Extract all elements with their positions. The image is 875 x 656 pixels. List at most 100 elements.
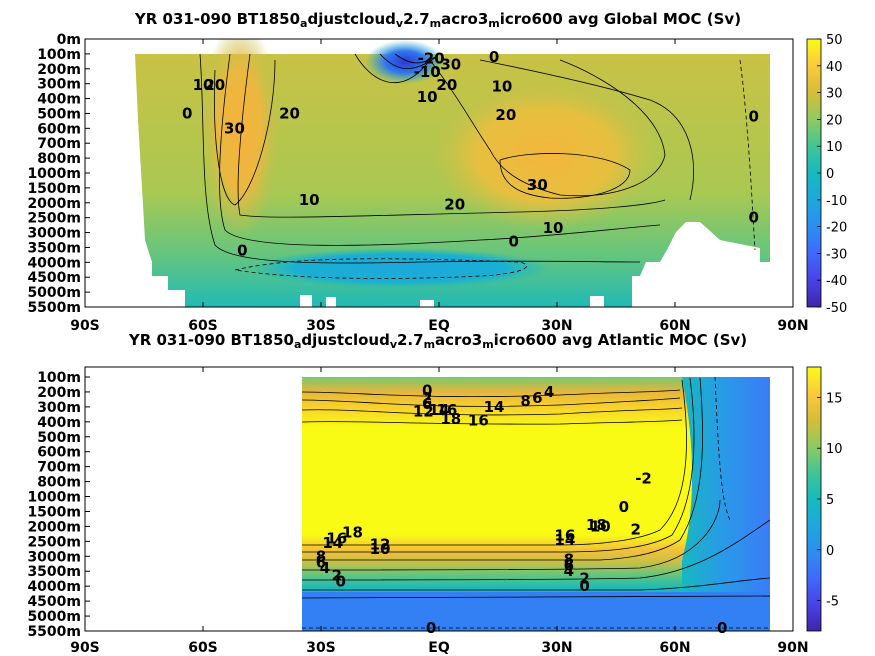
global-contour-label: 0 — [237, 241, 247, 259]
title-segment: acro3 — [441, 10, 488, 28]
atlantic-contour-label: 0 — [579, 577, 589, 595]
global-y-tick-label: 3500m — [27, 240, 81, 256]
global-contour-label: 10 — [491, 78, 512, 96]
atlantic-contour-label: 16 — [436, 401, 457, 419]
atlantic-y-tick-label: 500m — [37, 430, 81, 446]
global-topography-gap — [420, 300, 434, 307]
atlantic-contour-label: 12 — [370, 535, 391, 553]
atlantic-y-tick-label: 5000m — [27, 609, 81, 625]
atlantic-y-tick-label: 200m — [37, 385, 81, 401]
atlantic-moc-plot — [85, 367, 793, 631]
atlantic-y-tick-label: 600m — [37, 445, 81, 461]
atlantic-deep-cell — [302, 592, 770, 631]
global-contour-label: 20 — [436, 76, 457, 94]
atlantic-contour-label: 18 — [342, 523, 363, 541]
global-x-tick-label: 30N — [541, 318, 572, 334]
global-subtropical-cell — [430, 80, 660, 230]
atlantic-contour-label: 2 — [579, 570, 589, 588]
atlantic-y-tick-label: 400m — [37, 415, 81, 431]
atlantic-y-tick-label: 4000m — [27, 579, 81, 595]
title-segment: djustcloud — [307, 10, 395, 28]
global-y-tick-label: 100m — [37, 47, 81, 63]
title-segment: 2.7 — [403, 10, 430, 28]
global-contour-label: 0 — [748, 209, 758, 227]
atlantic-contour-label: 6 — [532, 389, 542, 407]
global-y-tick-label: 4000m — [27, 255, 81, 271]
atlantic-y-tick-label: 2000m — [27, 519, 81, 535]
title-segment: YR 031-090 BT1850 — [128, 331, 294, 349]
global-contour-label: -10 — [414, 63, 441, 81]
atlantic-contour-label: 16 — [468, 411, 489, 429]
global-contour-label: 10 — [299, 191, 320, 209]
global-y-tick-label: 3000m — [27, 226, 81, 242]
atlantic-contour-label: 0 — [422, 381, 432, 399]
atlantic-contour-label: 0 — [426, 619, 436, 637]
global-y-tick-label: 1500m — [27, 181, 81, 197]
atlantic-contour-label: 8 — [520, 392, 530, 410]
atlantic-x-ticks: 90S 60S 30S EQ 30N 60N 90N — [70, 367, 809, 656]
atlantic-y-tick-label: 100m — [37, 370, 81, 386]
title-segment: 2.7 — [397, 331, 424, 349]
atlantic-contour-label: 8 — [316, 547, 326, 565]
title-segment: m — [488, 17, 499, 30]
title-segment: m — [430, 17, 441, 30]
global-y-tick-label: 600m — [37, 121, 81, 137]
atlantic-y-tick-label: 3500m — [27, 564, 81, 580]
atlantic-contour-label: 8 — [564, 550, 574, 568]
global-contour-label: 10 — [193, 76, 214, 94]
global-x-ticks: 90S 60S 30S EQ 30N 60N 90N — [70, 39, 809, 334]
global-y-tick-label: 4500m — [27, 270, 81, 286]
atlantic-contour-label: 18 — [440, 410, 461, 428]
global-topography-gap — [590, 296, 604, 307]
atlantic-y-tick-label: 1000m — [27, 490, 81, 506]
global-moc-plot — [85, 39, 793, 307]
atlantic-moc-title: YR 031-090 BT1850adjustcloudv2.7macro3mi… — [128, 331, 747, 351]
atlantic-contour-label: 2 — [422, 389, 432, 407]
atlantic-north-basin — [682, 377, 770, 631]
global-deep-cell — [250, 248, 550, 288]
atlantic-contour-label: -2 — [635, 470, 652, 488]
global-x-tick-label: 30S — [306, 318, 336, 334]
global-contour-label: 0 — [489, 48, 499, 66]
global-contour-label: 20 — [495, 106, 516, 124]
atlantic-contour-label: 14 — [429, 401, 450, 419]
title-segment: acro3 — [435, 331, 482, 349]
global-y-tick-label: 0m — [57, 32, 81, 48]
atlantic-contour-label: 4 — [320, 559, 330, 577]
title-segment: djustcloud — [301, 331, 389, 349]
global-contour-label: -20 — [418, 49, 445, 67]
global-contour-label: 0 — [748, 107, 758, 125]
global-colorbar-tick-label: -40 — [826, 274, 847, 289]
atlantic-contour-label: 0 — [335, 573, 345, 591]
atlantic-colorbar-tick-label: 15 — [826, 391, 843, 406]
title-segment: a — [294, 338, 301, 351]
global-colorbar-tick-label: -20 — [826, 221, 847, 236]
atlantic-y-tick-label: 4500m — [27, 594, 81, 610]
global-moc-title: YR 031-090 BT1850adjustcloudv2.7macro3mi… — [134, 10, 741, 30]
atlantic-contour-label: 14 — [554, 531, 575, 549]
global-colorbar-tick-label: -30 — [826, 247, 847, 262]
atlantic-colorbar-tick-label: 0 — [826, 544, 834, 559]
atlantic-colorbar-tick-label: 5 — [826, 493, 834, 508]
global-contour-label: 10 — [543, 219, 564, 237]
atlantic-contour-label: 10 — [370, 540, 391, 558]
atlantic-contour-label: 2 — [630, 520, 640, 538]
title-segment: v — [390, 338, 398, 351]
atlantic-x-tick-label: 30N — [541, 640, 572, 656]
atlantic-contour-label: 10 — [590, 517, 611, 535]
global-colorbar-tick-label: -10 — [826, 194, 847, 209]
atlantic-contour-label: 14 — [322, 534, 343, 552]
global-colorbar-tick-label: 30 — [826, 87, 843, 102]
global-contour-lines — [199, 53, 756, 279]
global-tropical-cell — [365, 40, 445, 84]
global-colorbar-tick-label: 10 — [826, 140, 843, 155]
atlantic-contour-label: 12 — [413, 402, 434, 420]
global-y-tick-label: 5000m — [27, 285, 81, 301]
global-y-tick-label: 2000m — [27, 196, 81, 212]
global-contour-label: 20 — [279, 104, 300, 122]
global-y-tick-label: 300m — [37, 77, 81, 93]
global-y-tick-label: 5500m — [27, 300, 81, 316]
global-colorbar-tick-label: -50 — [826, 301, 847, 316]
